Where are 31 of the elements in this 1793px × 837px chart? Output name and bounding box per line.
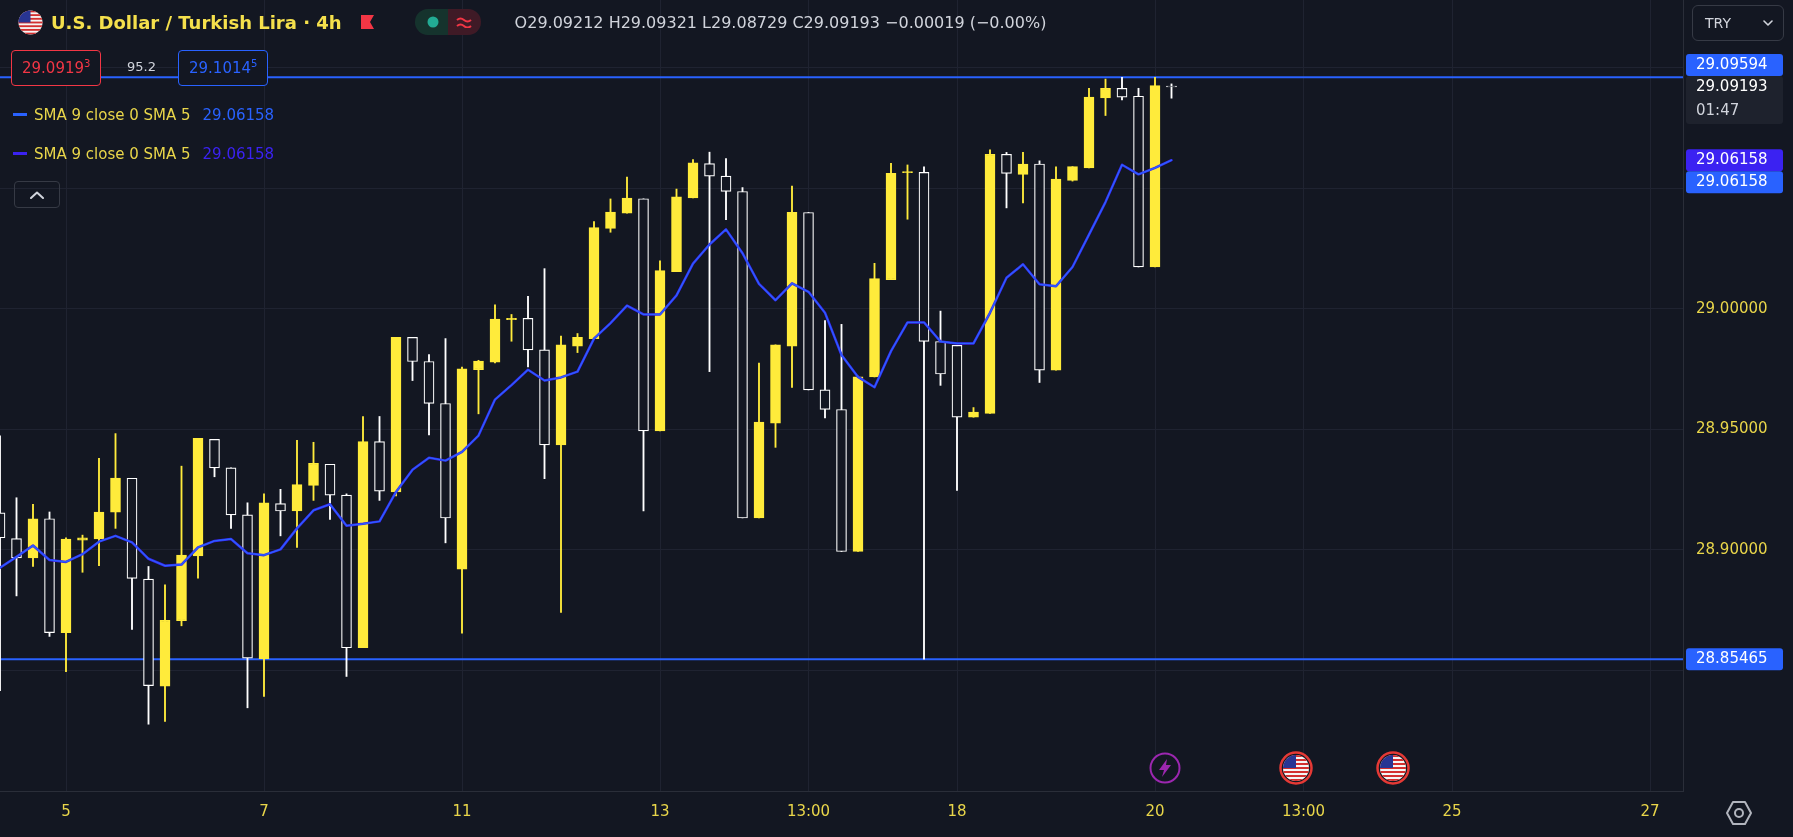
text: 29.09193 [1696, 76, 1768, 95]
y-tick-label: 29.00000 [1696, 298, 1768, 317]
annotation: 95.2 [127, 59, 156, 74]
ref-line-label: 29.09594 [1696, 54, 1768, 73]
x-tick-label: 13 [650, 801, 670, 820]
annotation: 29.0919$^{3}$ [22, 58, 91, 77]
x-tick-label: 5 [61, 801, 71, 820]
price-box: 29.1014$^{5}$ [178, 50, 269, 86]
ref-line-label: 28.85465 [1696, 649, 1768, 668]
y-tick-label: 28.90000 [1696, 539, 1768, 558]
x-tick-label: 11 [452, 801, 472, 820]
x-tick-label: 25 [1442, 801, 1462, 820]
annotation: 29.06158 [202, 105, 275, 124]
x-tick-label: 13:00 [786, 801, 831, 820]
annotation: 29.06158 [202, 144, 275, 163]
text: O29.09212 H29.09321 L29.08729 C29.09193 −0.00019 (−0.00%) [514, 12, 1047, 32]
price-box: 29.0919$^{3}$ [11, 50, 102, 86]
x-tick-label: 13:00 [1281, 801, 1326, 820]
x-tick-label: 18 [947, 801, 967, 820]
x-tick-label: 20 [1145, 801, 1165, 820]
currency-button: TRY [1692, 5, 1784, 41]
y-tick-label: 28.95000 [1696, 419, 1768, 438]
x-tick-label: 27 [1640, 801, 1660, 820]
legend-label: SMA 9 close 0 SMA 5 [34, 144, 191, 163]
x-tick-label: 7 [259, 801, 269, 820]
annotation: 29.1014$^{5}$ [189, 58, 258, 77]
legend-label: SMA 9 close 0 SMA 5 [34, 105, 191, 124]
text: 29.06158 [1696, 172, 1768, 191]
text: U.S. Dollar / Turkish Lira · 4h [51, 11, 342, 33]
text: 29.06158 [1696, 150, 1768, 169]
text: 01:47 [1696, 100, 1740, 119]
